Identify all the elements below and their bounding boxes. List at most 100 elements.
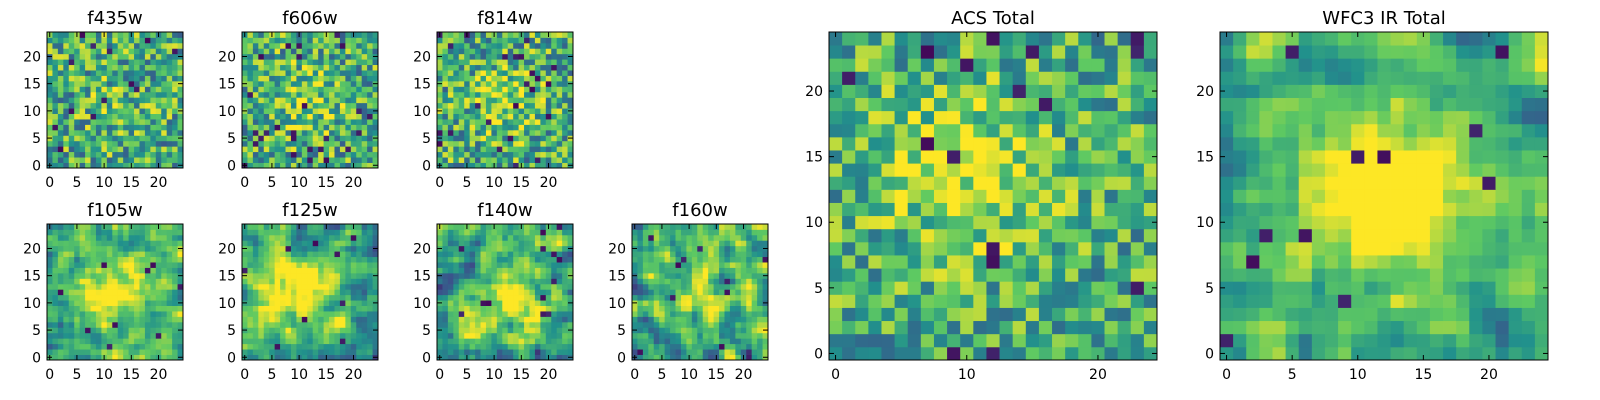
heatmap-cell [524, 251, 530, 257]
heatmap-cell [1039, 229, 1053, 243]
heatmap-cell [139, 86, 145, 92]
heatmap-cell [481, 289, 487, 295]
heatmap-cell [275, 333, 281, 339]
heatmap-cell [735, 229, 741, 235]
heatmap-cell [150, 37, 156, 43]
heatmap-cell [459, 65, 465, 71]
heatmap-cell [351, 70, 357, 76]
heatmap-cell [291, 246, 297, 252]
heatmap-cell [345, 284, 351, 290]
heatmap-cell [551, 333, 557, 339]
heatmap-cell [172, 86, 178, 92]
heatmap-cell [724, 235, 730, 241]
heatmap-cell [842, 163, 856, 177]
heatmap-cell [529, 295, 535, 301]
heatmap-cell [437, 322, 443, 328]
heatmap-cell [486, 316, 492, 322]
heatmap-cell [719, 278, 725, 284]
heatmap-cell [562, 327, 568, 333]
heatmap-cell [242, 43, 248, 49]
heatmap-cell [123, 289, 129, 295]
heatmap-cell [708, 327, 714, 333]
heatmap-cell [676, 349, 682, 355]
heatmap-cell [448, 295, 454, 301]
heatmap-cell [437, 103, 443, 109]
heatmap-cell [551, 273, 557, 279]
heatmap-cell [921, 229, 935, 243]
heatmap-cell [724, 306, 730, 312]
heatmap-cell [80, 157, 86, 163]
heatmap-cell [730, 295, 736, 301]
heatmap-cell [296, 81, 302, 87]
heatmap-cell [367, 108, 373, 114]
heatmap-cell [112, 157, 118, 163]
heatmap-cell [546, 130, 552, 136]
y-tick-label: 20 [218, 241, 236, 257]
heatmap-cell [123, 103, 129, 109]
heatmap-cell [313, 37, 319, 43]
heatmap-cell [448, 235, 454, 241]
heatmap-cell [551, 262, 557, 268]
heatmap-cell [659, 295, 665, 301]
heatmap-cell [562, 246, 568, 252]
heatmap-cell [524, 273, 530, 279]
heatmap-cell [129, 333, 135, 339]
heatmap-cell [524, 306, 530, 312]
panel-title: f160w [672, 200, 727, 221]
heatmap-cell [654, 257, 660, 263]
heatmap-cell [757, 311, 763, 317]
heatmap-cell [269, 157, 275, 163]
heatmap-cell [253, 273, 259, 279]
heatmap-cell [85, 37, 91, 43]
heatmap-cell [302, 306, 308, 312]
heatmap-cell [692, 246, 698, 252]
heatmap-cell [513, 146, 519, 152]
heatmap-cell [307, 81, 313, 87]
panel-title: f105w [87, 200, 142, 221]
heatmap-cell [52, 70, 58, 76]
heatmap-cell [340, 246, 346, 252]
heatmap-cell [1013, 294, 1027, 308]
heatmap-cell [96, 48, 102, 54]
heatmap-cell [156, 338, 162, 344]
heatmap-cell [947, 163, 961, 177]
heatmap-cell [692, 306, 698, 312]
heatmap-cell [724, 278, 730, 284]
heatmap-cell [107, 235, 113, 241]
heatmap-cell [74, 316, 80, 322]
heatmap-cell [247, 257, 253, 263]
heatmap-cell [960, 334, 974, 348]
heatmap-cell [557, 349, 563, 355]
heatmap-cell [529, 135, 535, 141]
heatmap-cell [746, 284, 752, 290]
heatmap-cell [123, 65, 129, 71]
x-tick-label: 15 [707, 367, 725, 383]
heatmap-cell [351, 240, 357, 246]
heatmap-cell [475, 338, 481, 344]
heatmap-cell [513, 81, 519, 87]
heatmap-cell [562, 86, 568, 92]
heatmap-cell [453, 92, 459, 98]
heatmap-cell [161, 306, 167, 312]
heatmap-cell [459, 59, 465, 65]
heatmap-cell [557, 229, 563, 235]
heatmap-cell [302, 295, 308, 301]
heatmap-cell [448, 65, 454, 71]
heatmap-cell [502, 37, 508, 43]
heatmap-cell [464, 152, 470, 158]
heatmap-cell [351, 289, 357, 295]
heatmap-cell [719, 229, 725, 235]
heatmap-cell [69, 48, 75, 54]
heatmap-cell [746, 295, 752, 301]
heatmap-cell [529, 268, 535, 274]
heatmap-cell [470, 316, 476, 322]
heatmap-cell [156, 284, 162, 290]
heatmap-cell [551, 59, 557, 65]
heatmap-cell [85, 224, 91, 230]
heatmap-cell [557, 32, 563, 38]
heatmap-cell [453, 48, 459, 54]
heatmap-cell [868, 281, 882, 295]
heatmap-cell [258, 268, 264, 274]
heatmap-cell [69, 54, 75, 60]
heatmap-cell [367, 86, 373, 92]
